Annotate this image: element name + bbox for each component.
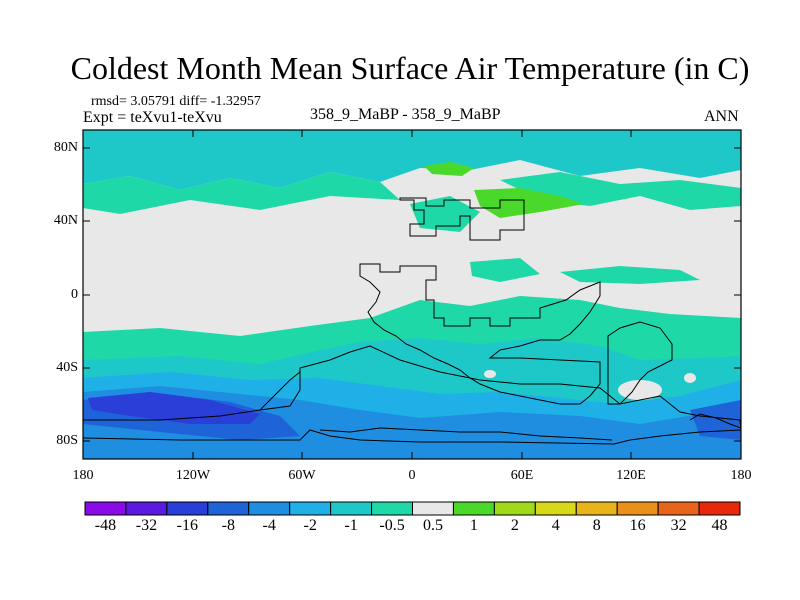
- colorbar-swatch: [125, 501, 168, 516]
- colorbar-label: -32: [135, 517, 158, 534]
- experiment-label: Expt = teXvu1-teXvu: [83, 109, 222, 126]
- colorbar-swatch: [289, 501, 332, 516]
- colorbar-label: 32: [670, 517, 687, 534]
- positive-patch-1: [424, 162, 474, 176]
- lat-label-80n: 80N: [53, 140, 78, 155]
- colorbar: [84, 501, 741, 516]
- central-asia-patch: [470, 258, 540, 282]
- east-deep-patch: [690, 400, 741, 440]
- colorbar-label: 48: [711, 517, 728, 534]
- period-label: 358_9_MaBP - 358_9_MaBP: [310, 106, 501, 123]
- colorbar-swatch: [657, 501, 700, 516]
- coastline-west-arm: [259, 371, 301, 411]
- map-field: [83, 130, 741, 459]
- colorbar-label: 1: [469, 517, 478, 534]
- coastlines: [83, 197, 741, 445]
- colorbar-swatch: [84, 501, 127, 516]
- southern-deep-band: [83, 386, 741, 459]
- europe-patch: [410, 196, 480, 232]
- colorbar-label: -2: [303, 517, 317, 534]
- lat-label-40s: 40S: [56, 360, 78, 375]
- lon-label-180w: 180: [72, 468, 94, 483]
- map-title: Coldest Month Mean Surface Air Temperatu…: [70, 50, 750, 86]
- colorbar-swatch: [207, 501, 250, 516]
- colorbar-label: -48: [94, 517, 117, 534]
- lon-label-60w: 60W: [288, 468, 316, 483]
- lon-ticks: [192, 130, 632, 459]
- colorbar-label: -8: [221, 517, 235, 534]
- white-patch-2: [684, 373, 696, 383]
- arctic-band-light: [83, 172, 400, 214]
- arctic-band: [83, 130, 741, 190]
- lat-label-80s: 80S: [56, 433, 78, 448]
- colorbar-label: -4: [262, 517, 276, 534]
- lat-label-40n: 40N: [53, 213, 78, 228]
- coastline-north-continent: [399, 197, 525, 241]
- lon-label-0: 0: [408, 468, 416, 483]
- coastline-east-island: [689, 413, 741, 429]
- coastline-south-inner: [319, 427, 613, 441]
- lon-label-60e: 60E: [510, 468, 534, 483]
- colorbar-label: 0.5: [422, 517, 443, 534]
- white-patch-3: [484, 370, 496, 378]
- lon-label-120e: 120E: [616, 468, 646, 483]
- stats-text: rmsd= 3.05791 diff= -1.32957: [91, 94, 261, 109]
- colorbar-swatch: [452, 501, 495, 516]
- lon-label-120w: 120W: [175, 468, 211, 483]
- colorbar-label: 4: [551, 517, 560, 534]
- colorbar-label: -1: [344, 517, 358, 534]
- colorbar-label: 8: [592, 517, 601, 534]
- colorbar-swatch: [616, 501, 659, 516]
- season-label: ANN: [704, 108, 739, 125]
- colorbar-swatch: [575, 501, 618, 516]
- coastline-south-continent: [83, 345, 741, 445]
- lat-ticks: [83, 147, 741, 442]
- lon-label-180e: 180: [730, 468, 752, 483]
- colorbar-swatch: [493, 501, 536, 516]
- colorbar-swatch: [371, 501, 413, 516]
- colorbar-swatch: [698, 501, 741, 516]
- colorbar-label: 2: [510, 517, 519, 534]
- lat-label-0: 0: [71, 287, 78, 302]
- colorbar-label: -16: [176, 517, 198, 534]
- colorbar-swatch: [534, 501, 577, 516]
- positive-patch-2: [474, 188, 584, 218]
- pacific-band: [560, 266, 700, 284]
- coastline-central-continent: [359, 263, 601, 405]
- colorbar-swatch: [248, 501, 291, 516]
- colorbar-swatch: [166, 501, 209, 516]
- colorbar-label: 16: [629, 517, 646, 534]
- colorbar-swatch: [330, 501, 373, 516]
- colorbar-label: -0.5: [379, 517, 405, 534]
- colorbar-swatch: [412, 501, 454, 516]
